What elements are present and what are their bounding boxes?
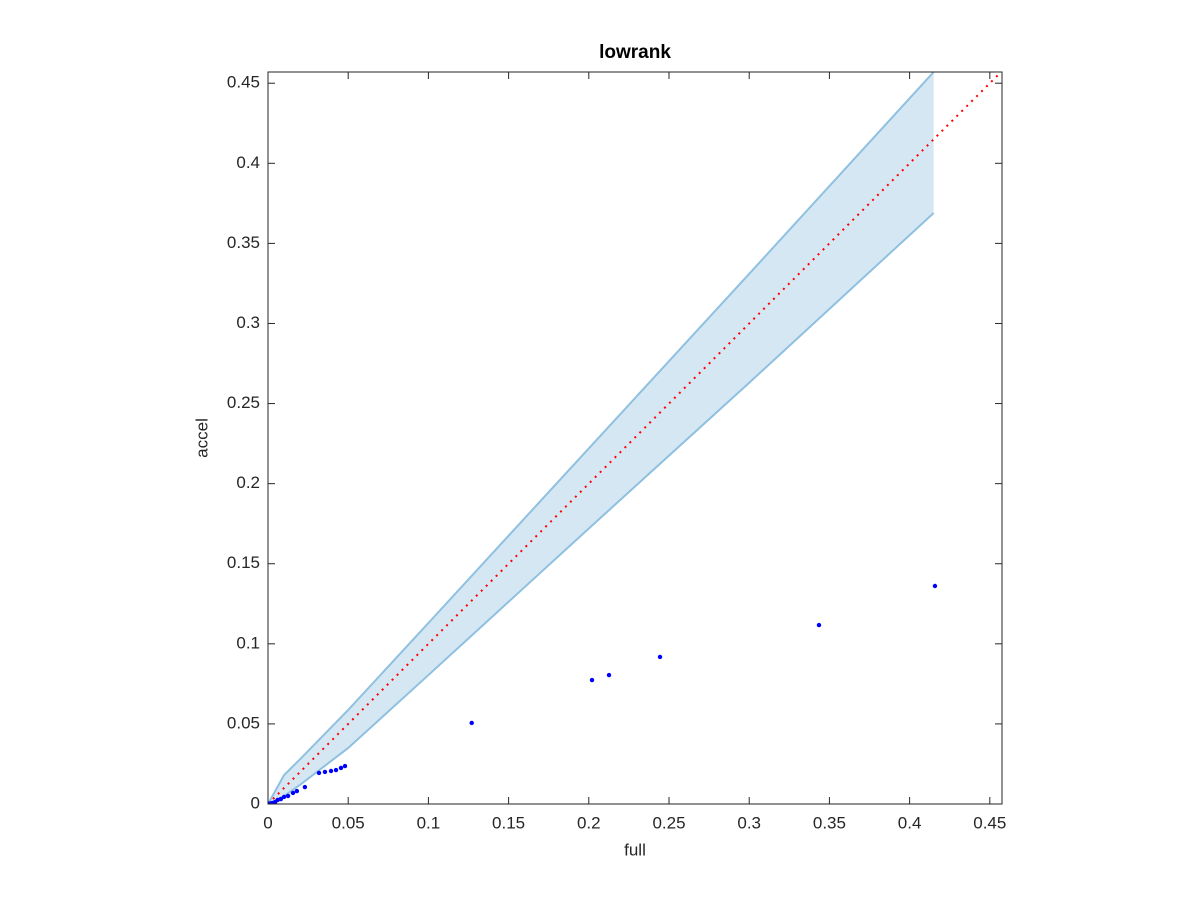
- band-lower-line: [268, 212, 935, 804]
- point: [932, 583, 938, 589]
- point: [606, 672, 612, 678]
- chart-title: lowrank: [599, 42, 671, 63]
- x-tick-label: 0.1: [417, 813, 441, 832]
- point: [316, 770, 322, 776]
- y-tick-label: 0.35: [227, 233, 260, 252]
- point: [469, 720, 474, 726]
- axes-box: [267, 71, 1003, 805]
- point: [338, 765, 344, 771]
- reference-line: [268, 72, 1002, 804]
- point: [278, 796, 284, 802]
- point: [294, 788, 300, 794]
- x-tick-label: 0.05: [332, 813, 365, 832]
- point: [290, 790, 296, 796]
- x-tick-label: 0.35: [813, 813, 846, 832]
- y-tick-label: 0.1: [236, 633, 260, 652]
- y-tick-label: 0.25: [227, 393, 260, 412]
- band-upper-line: [268, 72, 935, 804]
- point: [281, 794, 287, 800]
- point: [322, 769, 328, 775]
- y-tick-label: 0.15: [227, 553, 260, 572]
- x-tick-label: 0.45: [973, 813, 1006, 832]
- point: [328, 768, 334, 774]
- y-tick-label: 0.2: [236, 473, 260, 492]
- y-axis-label: accel: [192, 418, 211, 458]
- point: [333, 767, 339, 773]
- y-tick-label: 0.4: [236, 153, 260, 172]
- y-tick-label: 0: [251, 793, 260, 812]
- y-tick-label: 0.45: [227, 73, 260, 92]
- x-tick-label: 0: [263, 813, 272, 832]
- x-tick-label: 0.15: [492, 813, 525, 832]
- plot-area: [268, 72, 1002, 804]
- point: [342, 763, 348, 769]
- y-tick-label: 0.3: [236, 313, 260, 332]
- x-tick-label: 0.3: [737, 813, 761, 832]
- x-tick-label: 0.2: [577, 813, 601, 832]
- point: [816, 622, 822, 628]
- point: [657, 654, 663, 660]
- x-tick-label: 0.4: [898, 813, 922, 832]
- point: [302, 784, 308, 790]
- x-tick-label: 0.25: [652, 813, 685, 832]
- x-axis-label: full: [624, 840, 646, 859]
- point: [285, 793, 291, 799]
- y-tick-label: 0.05: [227, 713, 260, 732]
- point: [589, 677, 595, 683]
